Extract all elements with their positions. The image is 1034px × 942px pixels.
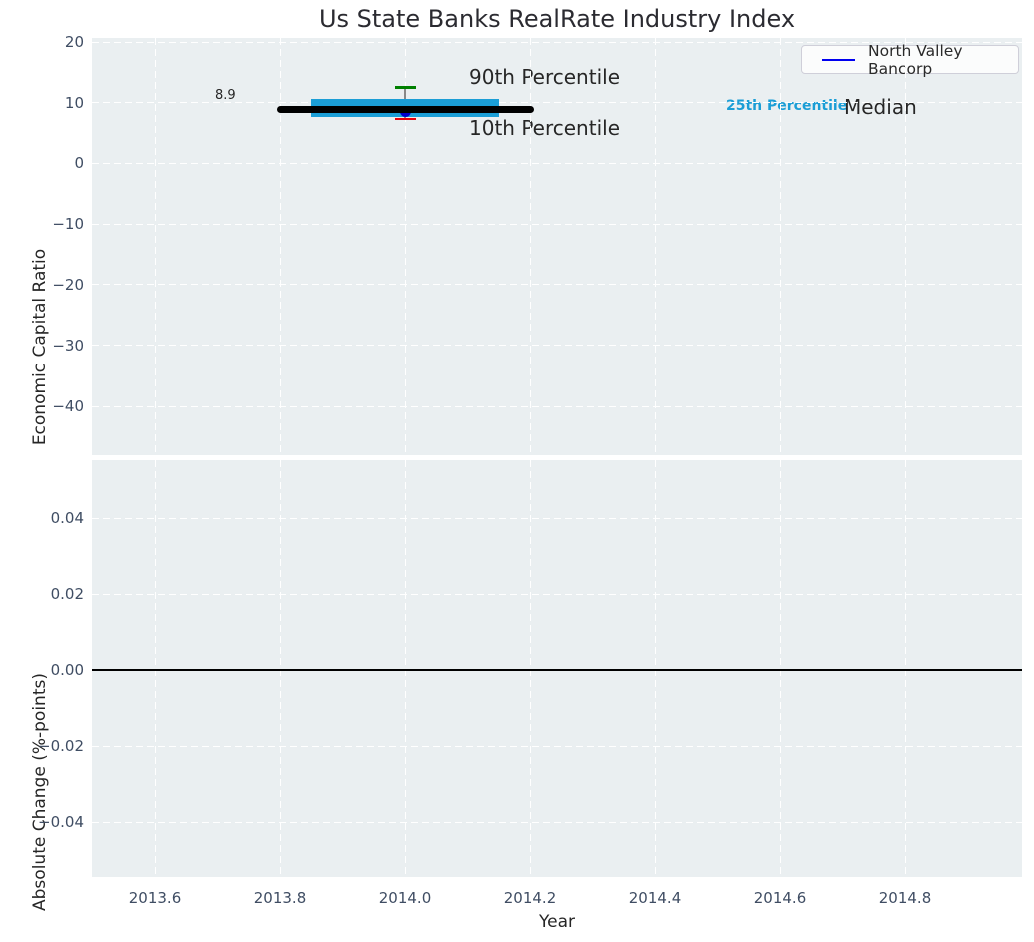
bottom-axes [92, 460, 1022, 877]
chart-title: Us State Banks RealRate Industry Index [318, 5, 796, 33]
annotation-25th-percentile: 25th Percentile [726, 98, 848, 114]
x-axis-label: Year [539, 912, 575, 932]
annotation-10th-percentile: 10th Percentile [469, 116, 620, 140]
annotation-median-value: 8.9 [215, 88, 236, 103]
grid-line-y [92, 517, 1022, 519]
y-tick-label: 0.00 [50, 661, 84, 679]
grid-line-y [92, 223, 1022, 225]
grid-line-x [654, 38, 656, 455]
y-tick-label: −0.02 [38, 737, 84, 755]
grid-line-x [279, 460, 281, 877]
y-tick-label: 0 [74, 154, 84, 173]
grid-line-y [92, 102, 1022, 104]
y-tick-label: 20 [64, 33, 84, 51]
y-tick-label: −40 [52, 397, 84, 416]
x-tick-label: 2014.4 [628, 889, 682, 907]
grid-line-x [154, 460, 156, 877]
legend: North Valley Bancorp [801, 42, 1019, 78]
y-tick-label: 0.04 [50, 509, 84, 527]
y-tick-label: −10 [52, 215, 84, 234]
grid-line-x [529, 460, 531, 877]
p90-cap [394, 86, 416, 89]
top-axes: North Valley Bancorp 8.9 90th Percentile… [92, 38, 1022, 455]
x-tick-label: 2014.0 [378, 889, 432, 907]
x-tick-label: 2014.8 [878, 889, 932, 907]
y-tick-label: 10 [64, 93, 84, 112]
y-tick-label: −0.04 [38, 813, 84, 831]
zero-line [92, 669, 1022, 671]
grid-line-y [92, 593, 1022, 595]
grid-line-x [279, 38, 281, 455]
grid-line-x [654, 460, 656, 877]
x-tick-label: 2014.6 [753, 889, 807, 907]
annotation-90th-percentile: 90th Percentile [469, 65, 620, 89]
grid-line-x [904, 38, 906, 455]
grid-line-x [404, 460, 406, 877]
y-tick-label: −20 [52, 275, 84, 294]
grid-line-y [92, 345, 1022, 346]
x-tick-label: 2013.6 [128, 889, 182, 907]
grid-line-y [92, 745, 1022, 747]
grid-line-y [92, 41, 1022, 43]
median-line [276, 105, 534, 113]
grid-line-x [779, 38, 781, 455]
grid-line-x [779, 460, 781, 877]
annotation-median: Median [844, 95, 917, 119]
legend-label: North Valley Bancorp [868, 41, 963, 78]
grid-line-x [154, 38, 156, 455]
x-tick-label: 2014.2 [503, 889, 557, 907]
x-tick-label: 2013.8 [253, 889, 307, 907]
y-axis-label-bottom: Absolute Change (%-points) [30, 673, 50, 911]
y-tick-label: −30 [52, 336, 84, 355]
grid-line-y [92, 821, 1022, 823]
grid-line-x [529, 38, 531, 455]
grid-line-y [92, 405, 1022, 407]
grid-line-y [92, 162, 1022, 164]
grid-line-y [92, 284, 1022, 286]
grid-line-x [404, 38, 406, 455]
legend-line [822, 58, 855, 61]
y-tick-label: 0.02 [50, 585, 84, 603]
grid-line-x [904, 460, 906, 877]
p10-cap [394, 117, 416, 121]
